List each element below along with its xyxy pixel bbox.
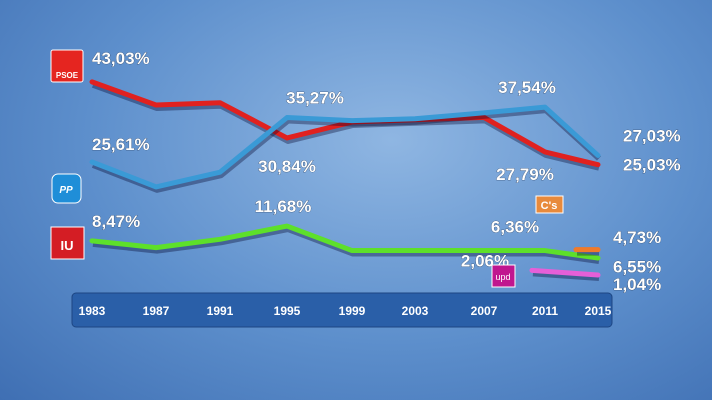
data-label: 6,36% <box>491 218 539 237</box>
x-tick-label: 1999 <box>339 304 366 318</box>
pp-logo: PP <box>51 173 82 204</box>
series-shadow <box>91 107 602 193</box>
data-label: 8,47% <box>92 212 140 231</box>
x-tick-label: 2003 <box>402 304 429 318</box>
x-tick-label: 1991 <box>207 304 234 318</box>
series-line-pp <box>89 104 601 190</box>
data-label: 43,03% <box>92 49 150 68</box>
x-tick-label: 2011 <box>532 304 558 318</box>
data-label: 1,04% <box>613 275 661 294</box>
series-line-iu <box>89 223 601 261</box>
svg-text:C's: C's <box>541 200 558 212</box>
data-label: 35,27% <box>286 89 344 108</box>
x-tick-label: 2015 <box>585 304 612 318</box>
x-tick-label: 1995 <box>274 304 301 318</box>
svg-text:PP: PP <box>59 185 73 196</box>
data-label: 25,61% <box>92 135 150 154</box>
iu-logo: IU <box>50 226 85 260</box>
x-tick-label: 2007 <box>471 304 498 318</box>
series-line-upyd <box>529 267 601 278</box>
data-label: 4,73% <box>613 228 661 247</box>
series-shadow <box>92 226 600 265</box>
series-shadow <box>532 270 600 282</box>
data-label: 6,55% <box>613 258 661 277</box>
data-label: 30,84% <box>258 157 316 176</box>
data-label: 27,79% <box>496 165 554 184</box>
upyd-logo: upd <box>491 264 516 288</box>
svg-text:upd: upd <box>495 272 510 282</box>
data-label: 11,68% <box>255 197 312 216</box>
svg-text:PSOE: PSOE <box>56 71 79 80</box>
x-tick-label: 1983 <box>79 304 106 318</box>
x-axis-bar <box>71 292 613 328</box>
svg-text:IU: IU <box>61 238 74 253</box>
data-label: 27,03% <box>623 126 681 145</box>
data-label: 25,03% <box>623 156 681 175</box>
x-tick-label: 1987 <box>143 304 170 318</box>
psoe-logo: PSOE <box>50 49 84 83</box>
data-label: 37,54% <box>498 78 556 97</box>
cs-logo: C's <box>535 195 564 214</box>
